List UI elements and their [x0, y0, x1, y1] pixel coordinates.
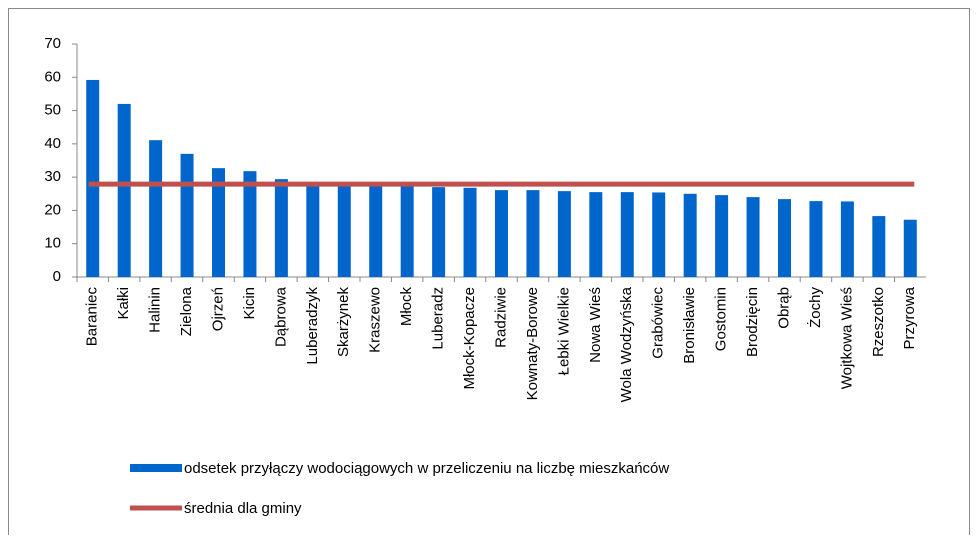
- x-tick-label: Obrąb: [775, 287, 792, 329]
- x-tick-label: Młock: [398, 287, 415, 327]
- bar: [212, 168, 225, 277]
- bar: [778, 199, 791, 277]
- chart-border: [8, 8, 970, 540]
- bar: [400, 186, 414, 277]
- bar: [557, 191, 571, 277]
- x-tick-label: Ojrzeń: [209, 287, 226, 331]
- x-tick-label: Kownaty-Borowe: [524, 287, 541, 400]
- y-tick-label: 70: [44, 35, 61, 52]
- x-tick-label: Wojtkowa Wieś: [838, 287, 855, 389]
- bar: [589, 192, 603, 277]
- bar: [746, 197, 760, 277]
- x-tick-label: Kałki: [115, 287, 132, 320]
- x-tick-label: Radziwie: [492, 287, 509, 348]
- bar: [872, 216, 886, 277]
- x-tick-label: Dąbrowa: [272, 286, 289, 347]
- y-tick-label: 10: [44, 235, 61, 252]
- bar: [683, 193, 697, 277]
- bar: [526, 190, 540, 277]
- x-tick-label: Luberadz: [430, 287, 447, 350]
- bar: [180, 153, 194, 277]
- x-tick-label: Kraszewo: [367, 287, 384, 353]
- x-tick-label: Nowa Wieś: [587, 287, 604, 363]
- x-tick-label: Luberadzyk: [304, 287, 321, 365]
- bar: [369, 185, 383, 277]
- y-tick-label: 60: [44, 68, 61, 85]
- legend-swatch: [130, 464, 182, 472]
- bar: [149, 140, 163, 277]
- y-tick-label: 20: [44, 201, 61, 218]
- x-tick-label: Brodzięcin: [744, 287, 761, 357]
- bar: [432, 187, 446, 277]
- y-tick-label: 50: [44, 102, 61, 119]
- bar: [274, 179, 288, 277]
- x-tick-label: Bronisławie: [681, 287, 698, 364]
- bar: [495, 190, 508, 277]
- x-tick-label: Wola Wodzyńska: [618, 286, 635, 402]
- bar: [809, 201, 823, 277]
- bar: [652, 192, 666, 277]
- x-tick-label: Baraniec: [84, 287, 101, 347]
- bar: [306, 182, 320, 277]
- x-tick-label: Żochy: [806, 287, 824, 328]
- bar: [243, 171, 257, 277]
- legend-label: odsetek przyłączy wodociągowych w przeli…: [184, 460, 669, 477]
- bar: [117, 103, 131, 278]
- bar: [840, 201, 854, 277]
- y-tick-label: 40: [44, 135, 61, 152]
- x-tick-label: Grabówiec: [650, 287, 667, 359]
- bar: [463, 187, 477, 277]
- bar: [337, 183, 351, 277]
- x-tick-label: Halinin: [147, 287, 164, 333]
- y-tick-label: 0: [53, 268, 61, 285]
- x-tick-label: Łebki Wielkie: [555, 287, 572, 375]
- x-tick-label: Zielona: [178, 286, 195, 336]
- x-tick-label: Rzeszotko: [870, 287, 887, 357]
- bar: [715, 195, 729, 277]
- legend-label: średnia dla gminy: [184, 500, 302, 517]
- y-tick-label: 30: [44, 168, 61, 185]
- x-tick-label: Gostomin: [713, 287, 730, 351]
- x-tick-label: Kicin: [241, 287, 258, 320]
- x-tick-label: Młock-Kopacze: [461, 287, 478, 390]
- bar: [903, 219, 917, 277]
- bar: [620, 192, 634, 277]
- x-tick-label: Skarżynek: [335, 287, 352, 358]
- bar: [86, 79, 100, 277]
- x-tick-label: Przyrowa: [901, 286, 918, 349]
